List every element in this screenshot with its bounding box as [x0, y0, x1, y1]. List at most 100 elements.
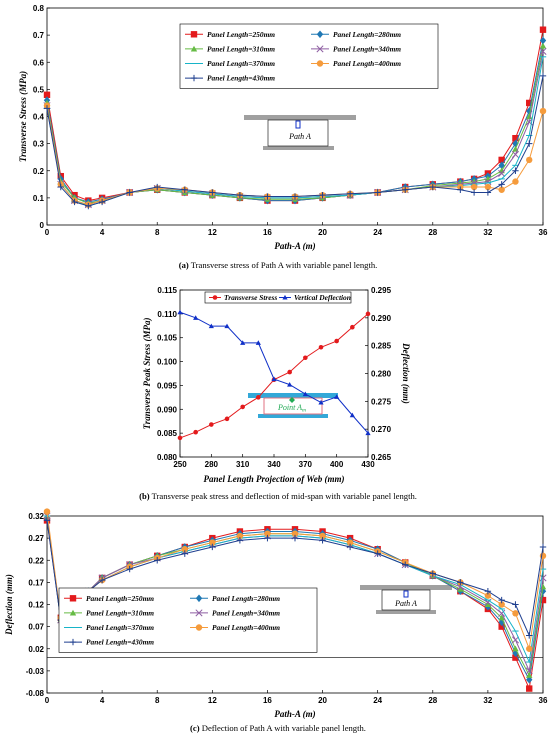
panel-b-data-point-stress: [240, 404, 245, 410]
panel-a-data-point-430: [402, 186, 409, 193]
panel-b-y2-tick-label: 0.270: [371, 425, 392, 434]
panel-a-data-point-430: [209, 189, 216, 196]
panel-c-legend-marker-310: [69, 609, 77, 616]
panel-a-x-tick-label: 24: [373, 228, 382, 237]
panel-b-legend-marker-deflection: [282, 294, 288, 300]
panel-a-caption: (a) Transverse stress of Path A with var…: [179, 260, 378, 270]
panel-c-data-point-400: [264, 530, 271, 537]
panel-b-y-tick-label: 0.115: [157, 286, 177, 295]
panel-b-x-axis-label: Panel Length Projection of Web (mm): [204, 474, 345, 484]
panel-a-legend-marker-250: [190, 31, 198, 38]
panel-a-data-point-400: [484, 183, 492, 191]
panel-b-data-point-deflection: [302, 391, 308, 397]
panel-c-data-point-400: [43, 508, 51, 515]
panel-b-data-point-stress: [318, 344, 324, 350]
panel-c-data-point-250: [512, 654, 519, 661]
panel-a-legend-marker-310: [190, 45, 198, 52]
panel-c-data-point-430: [126, 565, 133, 573]
panel-a-legend-marker-340: [316, 45, 324, 53]
panel-a-legend-label-310: Panel Length=310mm: [207, 45, 275, 54]
panel-b-y2-tick-label: 0.280: [371, 370, 392, 379]
panel-b-data-point-stress: [303, 355, 308, 361]
panel-b-data-point-deflection: [224, 323, 230, 329]
panel-b-y2-axis-label: Deflection (mm): [401, 342, 411, 404]
panel-c-data-point-430: [429, 570, 436, 577]
panel-a-inset-bridge: Path A: [244, 115, 356, 150]
panel-a-data-point-280: [498, 161, 505, 170]
panel-a-data-point-340: [539, 47, 547, 55]
panel-c-legend-label-280: Panel Length=280mm: [212, 594, 280, 603]
panel-a-data-point-430: [154, 183, 161, 191]
panel-a-data-point-430: [539, 72, 547, 80]
panel-c-y-tick-label: -0.03: [26, 667, 45, 676]
panel-c-data-point-250: [526, 685, 533, 692]
panel-c-data-point-310: [498, 614, 505, 621]
panel-a-data-point-280: [526, 107, 533, 115]
panel-c-data-point-310: [512, 645, 519, 652]
panel-b-legend: Transverse Stress Vertical Deflection: [204, 291, 352, 304]
panel-a-caption-letter: (a): [179, 260, 189, 270]
panel-c-y-tick-label: 0.27: [28, 534, 44, 543]
panel-b-data-point-deflection: [193, 315, 199, 320]
inset-bottom-slab: [376, 610, 436, 614]
panel-a-data-point-340: [498, 169, 506, 178]
panel-c-y-axis-label: Deflection (mm): [4, 574, 14, 636]
panel-b-x-tick-label: 340: [267, 460, 281, 469]
inset-point-label: Point Am: [277, 403, 306, 414]
panel-b-data-point-deflection: [349, 412, 355, 418]
panel-b-data-point-stress: [365, 311, 371, 317]
panel-c-data-point-400: [181, 545, 188, 553]
panel-a-data-point-400: [498, 186, 505, 193]
panel-a-y-tick-label: 0.2: [33, 167, 45, 176]
panel-b-data-point-stress: [177, 435, 183, 441]
panel-b-legend-label-deflection: Vertical Deflection: [294, 293, 351, 302]
panel-c-data-point-400: [346, 539, 354, 546]
panel-a-x-axis-label: Path-A (m): [274, 241, 315, 251]
panel-b-caption-letter: (b): [139, 491, 150, 501]
panel-c-data-point-430: [457, 579, 464, 586]
panel-c-x-tick-label: 0: [45, 696, 50, 705]
panel-c-data-point-430: [236, 537, 244, 544]
panel-a-data-point-430: [470, 189, 478, 196]
panel-c-data-point-430: [512, 601, 519, 608]
panel-a-y-tick-label: 0.1: [33, 194, 45, 203]
panel-b-caption-text: Transverse peak stress and deflection of…: [150, 491, 417, 501]
panel-c-data-point-430: [539, 543, 547, 551]
inset-deck-slab: [248, 393, 338, 398]
panel-a-data-point-250: [539, 26, 547, 33]
panel-c-x-tick-label: 32: [483, 696, 492, 705]
panel-a-legend-marker-430: [190, 74, 198, 82]
panel-c-data-point-430: [264, 534, 271, 542]
panel-a-legend: Panel Length=250mm Panel Length=280mm Pane…: [179, 23, 439, 89]
panel-c-data-point-400: [526, 645, 533, 652]
panel-c-x-tick-label: 4: [100, 696, 105, 705]
panel-b-y-tick-label: 0.095: [157, 381, 178, 390]
panel-a-x-tick-label: 0: [45, 228, 50, 237]
panel-c-data-point-430: [209, 543, 216, 551]
panel-c-y-tick-label: -0.08: [26, 689, 45, 698]
panel-a-data-point-430: [126, 189, 133, 196]
panel-b-series-line-stress: [179, 313, 369, 439]
panel-b-data-point-deflection: [287, 382, 293, 387]
panel-a-data-point-400: [539, 107, 547, 115]
panel-c-data-point-430: [402, 561, 409, 568]
panel-a-series-line-430: [46, 75, 544, 207]
inset-web-box: [381, 589, 431, 611]
panel-b-y2-tick-label: 0.290: [371, 314, 392, 323]
panel-a-data-point-430: [319, 191, 326, 199]
panel-b-data-point-stress: [287, 369, 292, 375]
panel-b-plot-frame: [179, 289, 369, 458]
panel-a-data-point-250: [43, 91, 51, 98]
panel-c-data-point-430: [291, 534, 299, 542]
panel-a-data-point-400: [470, 183, 478, 191]
panel-c-data-point-340: [525, 667, 533, 675]
panel-c-data-point-400: [291, 530, 299, 537]
panel-c-y-tick-label: 0.12: [28, 601, 44, 610]
panel-a-data-point-430: [43, 105, 51, 112]
panel-a-data-point-430: [181, 186, 188, 193]
panel-c-data-point-400: [209, 539, 216, 546]
panel-c-inset-bridge: Path A: [360, 585, 452, 614]
panel-c-data-point-430: [181, 550, 188, 557]
panel-a-data-point-430: [512, 167, 519, 174]
